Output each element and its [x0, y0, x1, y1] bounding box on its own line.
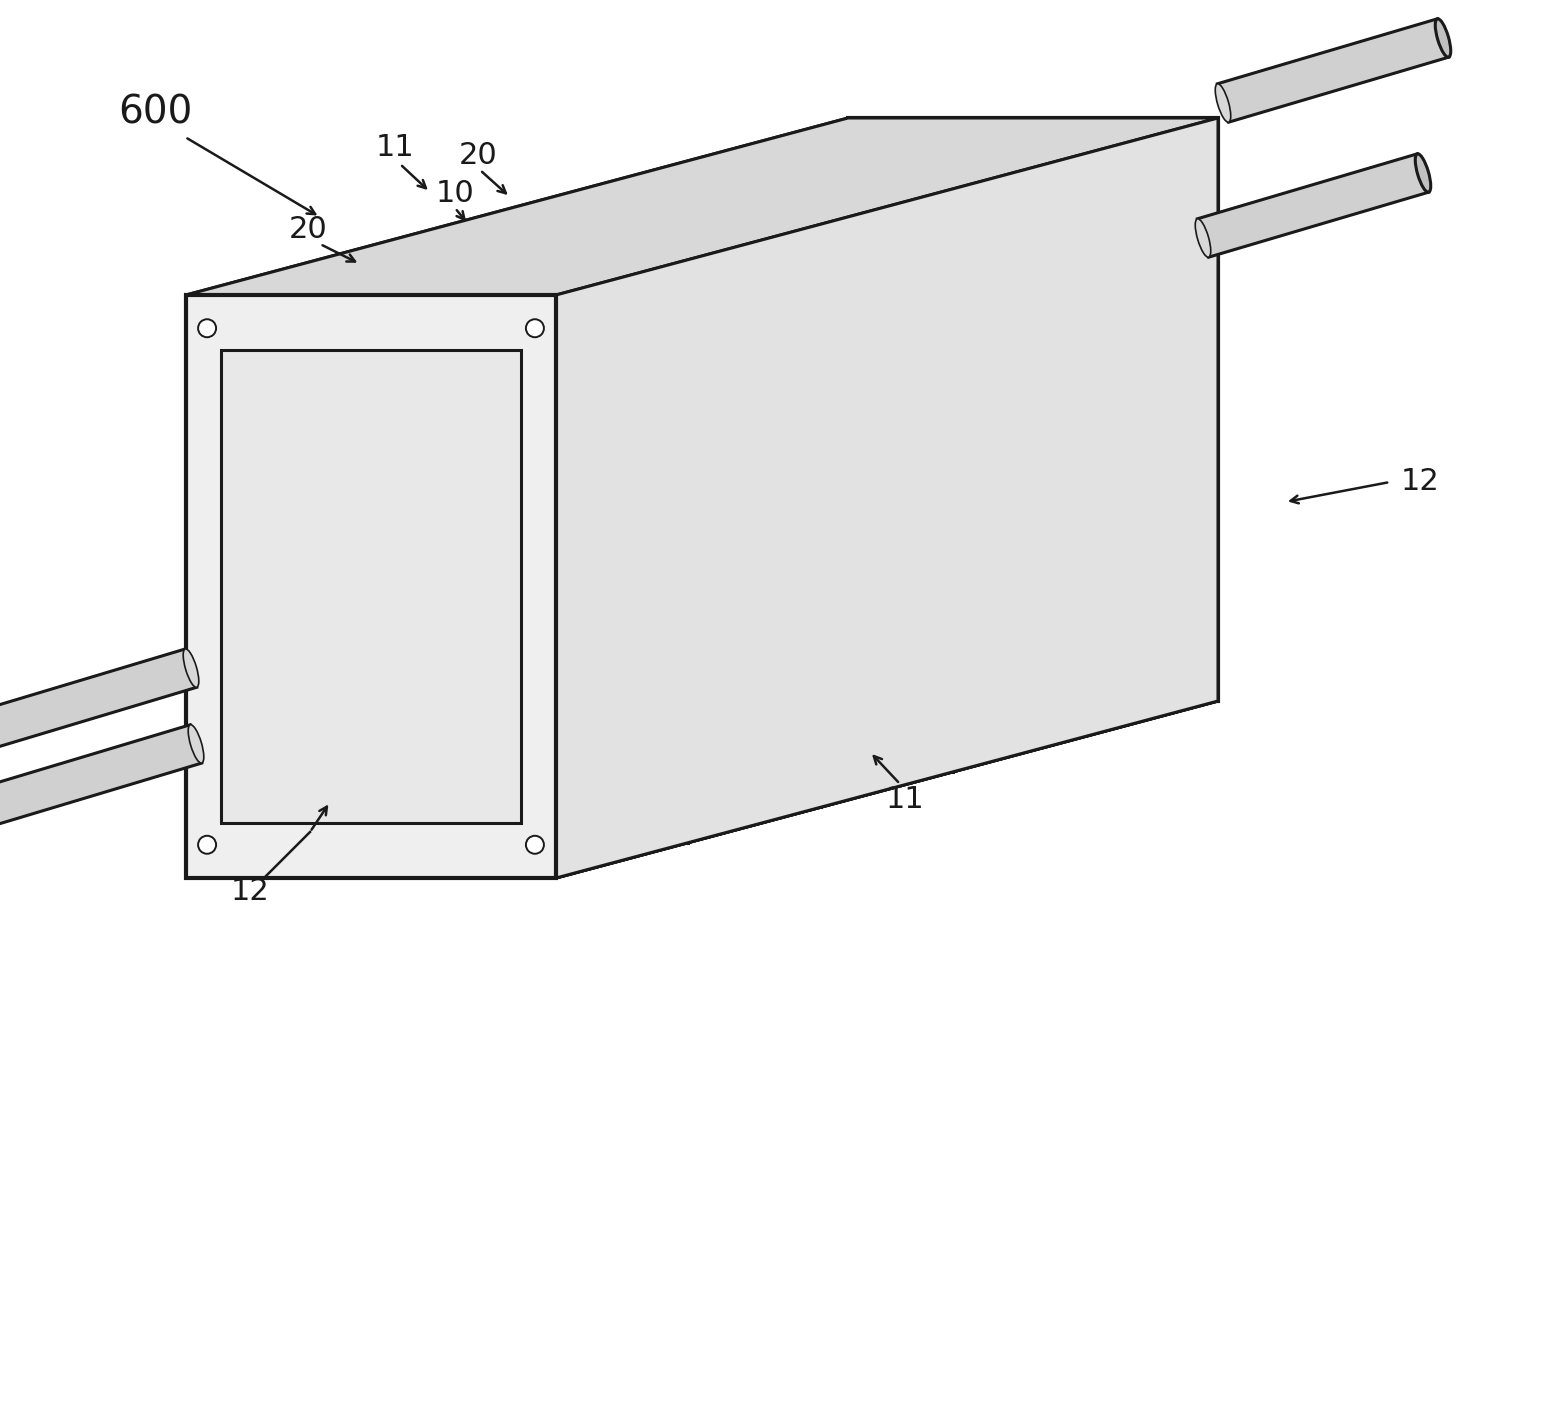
Polygon shape — [884, 174, 1182, 645]
Text: 12: 12 — [1401, 467, 1439, 496]
Polygon shape — [486, 279, 785, 751]
Circle shape — [526, 320, 544, 338]
Circle shape — [199, 320, 216, 338]
Polygon shape — [186, 294, 555, 878]
Circle shape — [1189, 142, 1206, 160]
Circle shape — [1057, 179, 1071, 193]
Circle shape — [597, 732, 612, 746]
Text: 11: 11 — [885, 785, 924, 815]
Polygon shape — [848, 118, 1218, 701]
Ellipse shape — [1215, 84, 1231, 122]
Polygon shape — [319, 259, 688, 843]
Ellipse shape — [188, 725, 203, 763]
Polygon shape — [716, 153, 1085, 736]
Circle shape — [333, 802, 347, 816]
Polygon shape — [1217, 18, 1448, 122]
Ellipse shape — [1436, 18, 1451, 57]
Circle shape — [597, 215, 612, 229]
Text: 12: 12 — [230, 878, 269, 907]
Polygon shape — [186, 118, 1218, 294]
Polygon shape — [186, 701, 1218, 878]
Circle shape — [860, 142, 877, 160]
Circle shape — [526, 836, 544, 854]
Circle shape — [926, 215, 938, 229]
Polygon shape — [221, 350, 521, 823]
Circle shape — [199, 836, 216, 854]
Circle shape — [660, 802, 674, 816]
Text: 10: 10 — [436, 179, 474, 209]
Polygon shape — [186, 701, 1218, 878]
Polygon shape — [583, 189, 952, 771]
Text: 20: 20 — [289, 216, 327, 244]
Circle shape — [1189, 659, 1206, 677]
Circle shape — [1057, 697, 1071, 711]
Polygon shape — [450, 224, 821, 808]
Circle shape — [793, 767, 807, 781]
Polygon shape — [555, 118, 1218, 878]
Polygon shape — [555, 118, 1218, 878]
Circle shape — [660, 286, 674, 300]
Circle shape — [860, 659, 877, 677]
Ellipse shape — [1195, 219, 1211, 257]
Circle shape — [333, 286, 347, 300]
Circle shape — [926, 732, 938, 746]
Circle shape — [465, 767, 479, 781]
Polygon shape — [0, 725, 202, 836]
Polygon shape — [0, 649, 197, 760]
Polygon shape — [618, 244, 918, 716]
Polygon shape — [186, 118, 1218, 294]
Circle shape — [465, 251, 479, 265]
Text: 20: 20 — [458, 140, 497, 170]
Text: 600: 600 — [117, 93, 192, 130]
Circle shape — [730, 697, 744, 711]
Text: 11: 11 — [375, 133, 414, 163]
Ellipse shape — [183, 649, 199, 687]
Polygon shape — [1198, 154, 1428, 257]
Circle shape — [793, 251, 807, 265]
Ellipse shape — [1415, 154, 1431, 192]
Polygon shape — [353, 315, 654, 787]
Polygon shape — [751, 209, 1051, 681]
Circle shape — [730, 179, 744, 193]
